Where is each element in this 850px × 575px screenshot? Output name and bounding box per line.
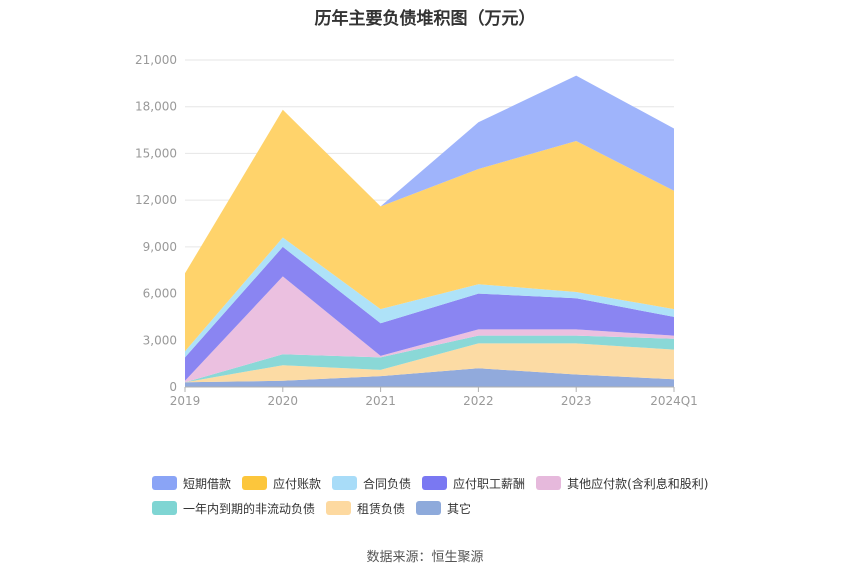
x-tick-label: 2023	[561, 394, 592, 408]
legend-swatch	[416, 501, 442, 515]
area-series	[185, 276, 674, 383]
legend-label: 短期借款	[183, 476, 232, 491]
legend-item[interactable]: 其它	[416, 500, 471, 517]
legend-item[interactable]: 一年内到期的非流动负债	[152, 500, 315, 517]
x-tick-label: 2020	[268, 394, 299, 408]
area-series	[185, 335, 674, 383]
area-series	[185, 368, 674, 387]
legend-item[interactable]: 其他应付款(含利息和股利)	[536, 475, 708, 492]
y-tick-label: 3,000	[143, 333, 177, 347]
legend-item[interactable]: 应付账款	[242, 475, 321, 492]
x-tick-label: 2019	[170, 394, 201, 408]
y-tick-label: 15,000	[135, 146, 177, 160]
legend-row: 一年内到期的非流动负债 租赁负债 其它	[152, 497, 752, 519]
chart-title: 历年主要负债堆积图（万元）	[314, 9, 536, 29]
legend-swatch	[326, 501, 352, 515]
legend-label: 租赁负债	[357, 501, 406, 516]
legend-row: 短期借款 应付账款 合同负债 应付职工薪酬 其他应付款(含利息和股利)	[152, 472, 752, 494]
y-tick-label: 21,000	[135, 53, 177, 67]
area-series-group	[185, 75, 674, 387]
area-series	[185, 246, 674, 381]
data-source: 数据来源：恒生聚源	[366, 550, 484, 565]
legend-label: 一年内到期的非流动负债	[183, 501, 316, 516]
area-series	[185, 343, 674, 383]
x-tick-label: 2024Q1	[650, 394, 698, 408]
y-tick-label: 6,000	[143, 287, 177, 301]
y-tick-label: 9,000	[143, 240, 177, 254]
legend-swatch	[152, 476, 177, 490]
stacked-area-chart: 0 3,000 6,000 9,000 12,000 15,000 18,000 21,000…	[135, 53, 698, 408]
area-series	[185, 75, 674, 274]
legend-swatch	[422, 476, 448, 490]
area-series	[185, 237, 674, 358]
legend: 短期借款 应付账款 合同负债 应付职工薪酬 其他应付款(含利息和股利) 一年内到期的非流…	[152, 472, 752, 522]
legend-label: 其他应付款(含利息和股利)	[567, 476, 709, 491]
legend-label: 合同负债	[363, 476, 412, 491]
legend-item[interactable]: 合同负债	[332, 475, 411, 492]
legend-swatch	[242, 476, 268, 490]
y-tick-label: 18,000	[135, 100, 177, 114]
legend-item[interactable]: 租赁负债	[326, 500, 405, 517]
y-tick-label: 12,000	[135, 193, 177, 207]
legend-label: 应付账款	[273, 476, 322, 491]
legend-item[interactable]: 短期借款	[152, 475, 231, 492]
y-tick-label: 0	[169, 380, 177, 394]
x-tick-label: 2022	[463, 394, 494, 408]
legend-item[interactable]: 应付职工薪酬	[422, 475, 525, 492]
legend-swatch	[152, 501, 177, 515]
legend-label: 应付职工薪酬	[453, 476, 526, 491]
legend-swatch	[536, 476, 562, 490]
area-series	[185, 109, 674, 352]
legend-swatch	[332, 476, 358, 490]
x-tick-label: 2021	[365, 394, 396, 408]
legend-label: 其它	[447, 501, 472, 516]
axes: 0 3,000 6,000 9,000 12,000 15,000 18,000 21,000…	[135, 53, 698, 408]
